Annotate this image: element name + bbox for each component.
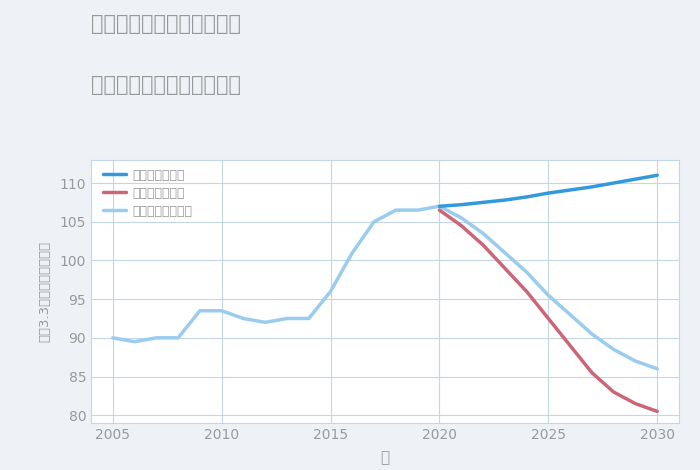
X-axis label: 年: 年 xyxy=(380,450,390,465)
バッドシナリオ xyxy=(457,223,466,228)
ノーマルシナリオ xyxy=(457,215,466,221)
グッドシナリオ xyxy=(500,197,509,203)
ノーマルシナリオ xyxy=(392,207,400,213)
ノーマルシナリオ xyxy=(435,204,444,209)
ノーマルシナリオ xyxy=(326,289,335,294)
グッドシナリオ xyxy=(522,194,531,200)
Text: 中古マンションの価格推移: 中古マンションの価格推移 xyxy=(91,75,241,95)
バッドシナリオ xyxy=(653,408,662,414)
グッドシナリオ xyxy=(588,184,596,190)
ノーマルシナリオ xyxy=(588,331,596,337)
グッドシナリオ xyxy=(479,200,487,205)
ノーマルシナリオ xyxy=(108,335,117,341)
バッドシナリオ xyxy=(566,343,574,348)
ノーマルシナリオ xyxy=(174,335,182,341)
Y-axis label: 平（3.3㎡）単価（万円）: 平（3.3㎡）単価（万円） xyxy=(38,241,51,342)
ノーマルシナリオ xyxy=(566,312,574,317)
ノーマルシナリオ xyxy=(370,219,378,225)
ノーマルシナリオ xyxy=(152,335,160,341)
Line: バッドシナリオ: バッドシナリオ xyxy=(440,210,657,411)
バッドシナリオ xyxy=(500,266,509,271)
ノーマルシナリオ xyxy=(610,347,618,352)
Legend: グッドシナリオ, バッドシナリオ, ノーマルシナリオ: グッドシナリオ, バッドシナリオ, ノーマルシナリオ xyxy=(103,169,192,218)
バッドシナリオ xyxy=(544,316,552,321)
バッドシナリオ xyxy=(610,389,618,395)
ノーマルシナリオ xyxy=(196,308,204,313)
ノーマルシナリオ xyxy=(522,269,531,275)
ノーマルシナリオ xyxy=(130,339,139,345)
グッドシナリオ xyxy=(653,172,662,178)
グッドシナリオ xyxy=(435,204,444,209)
Text: 千葉県安房郡鋸南町江月の: 千葉県安房郡鋸南町江月の xyxy=(91,14,241,34)
ノーマルシナリオ xyxy=(304,316,313,321)
ノーマルシナリオ xyxy=(544,292,552,298)
ノーマルシナリオ xyxy=(348,250,356,256)
Line: グッドシナリオ: グッドシナリオ xyxy=(440,175,657,206)
ノーマルシナリオ xyxy=(414,207,422,213)
バッドシナリオ xyxy=(522,289,531,294)
ノーマルシナリオ xyxy=(218,308,226,313)
ノーマルシナリオ xyxy=(500,250,509,256)
グッドシナリオ xyxy=(610,180,618,186)
グッドシナリオ xyxy=(566,187,574,193)
ノーマルシナリオ xyxy=(479,230,487,236)
グッドシナリオ xyxy=(457,202,466,208)
バッドシナリオ xyxy=(479,242,487,248)
ノーマルシナリオ xyxy=(653,366,662,372)
グッドシナリオ xyxy=(631,176,640,182)
ノーマルシナリオ xyxy=(239,316,248,321)
ノーマルシナリオ xyxy=(283,316,291,321)
バッドシナリオ xyxy=(588,370,596,376)
ノーマルシナリオ xyxy=(631,358,640,364)
グッドシナリオ xyxy=(544,190,552,196)
Line: ノーマルシナリオ: ノーマルシナリオ xyxy=(113,206,657,369)
バッドシナリオ xyxy=(435,207,444,213)
バッドシナリオ xyxy=(631,401,640,407)
ノーマルシナリオ xyxy=(261,320,270,325)
